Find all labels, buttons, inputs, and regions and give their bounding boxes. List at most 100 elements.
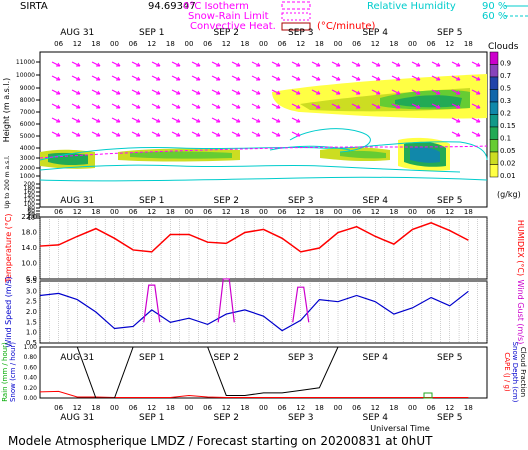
legend-rh-label: Relative Humidity xyxy=(367,1,456,12)
legend-convective: Convective Heat. xyxy=(190,21,276,32)
wind-arrow xyxy=(191,75,201,81)
hour-tick-label: 12 xyxy=(296,404,305,412)
hour-tick-label: 00 xyxy=(259,208,268,216)
hour-tick-label: 06 xyxy=(54,40,63,48)
hour-tick-label: 12 xyxy=(222,208,231,216)
wind-arrow-head xyxy=(96,104,101,109)
wind-arrow xyxy=(231,103,241,109)
cloud-colorbar: 0.9 0.7 0.5 0.3 0.2 0.15 0.1 0.05 0.02 0.01 xyxy=(489,51,516,180)
wind-arrow xyxy=(291,117,301,123)
temp-ytick-label: 10.0 xyxy=(21,260,37,268)
wind-arrow xyxy=(411,61,421,67)
cloud-panel xyxy=(39,51,488,208)
cloud-ytick-label: 4000 xyxy=(20,145,35,152)
hour-tick-label: 12 xyxy=(147,404,156,412)
wind-yticks: 3.5 3.0 2.5 2.0 1.5 1.0 0.5 xyxy=(26,277,37,347)
hour-tick-label: 18 xyxy=(315,40,324,48)
day-label: SEP 5 xyxy=(437,28,462,38)
wind-arrow-head xyxy=(256,62,261,67)
rain-line xyxy=(39,390,469,398)
wind-arrow-head xyxy=(196,76,201,81)
colorbar-tick-label: 0.3 xyxy=(500,97,511,105)
hour-tick-label: 06 xyxy=(54,208,63,216)
hour-tick-label: 06 xyxy=(278,404,287,412)
wind-arrow-head xyxy=(336,90,341,95)
wind-arrow-head xyxy=(116,62,121,67)
wind-arrow xyxy=(151,75,161,81)
wind-arrow xyxy=(151,61,161,67)
temperature-yticks: 22.0 18.0 14.0 10.0 6.0 xyxy=(21,213,37,283)
hour-tick-label: 18 xyxy=(91,40,100,48)
hour-tick-label: 06 xyxy=(427,208,436,216)
hour-tick-label: 06 xyxy=(203,208,212,216)
wind-arrow xyxy=(311,61,321,67)
wind-arrow-head xyxy=(96,132,101,137)
wind-ytick-label: 2.0 xyxy=(26,308,37,316)
cloud-ytick-label: 140 xyxy=(24,193,36,200)
wind-arrow xyxy=(71,131,81,137)
wind-arrow-head xyxy=(96,62,101,67)
wind-arrow-head xyxy=(76,90,81,95)
wind-arrow xyxy=(451,103,461,109)
day-label: SEP 4 xyxy=(363,28,389,38)
wind-arrow xyxy=(211,103,221,109)
temp-ylabel: Temperature (°C) xyxy=(4,213,13,283)
wind-ytick-label: 1.5 xyxy=(26,318,37,326)
wind-arrow xyxy=(71,75,81,81)
wind-arrow-head xyxy=(216,118,221,123)
temp-ytick-label: 18.0 xyxy=(21,229,37,237)
wind-arrow xyxy=(131,103,141,109)
wind-arrow-head xyxy=(196,104,201,109)
wind-arrow xyxy=(251,89,261,95)
colorbar-swatch xyxy=(489,151,499,165)
wind-arrows xyxy=(51,61,481,137)
hour-tick-label: 00 xyxy=(110,40,119,48)
wind-arrow-head xyxy=(196,62,201,67)
cloud-ytick-label: 9000 xyxy=(20,85,35,92)
cloud-ytick-label: 60 xyxy=(27,208,35,215)
wind-ytick-label: 1.0 xyxy=(26,329,37,337)
wind-arrow-head xyxy=(276,104,281,109)
wind-arrow-head xyxy=(356,62,361,67)
wind-arrow-head xyxy=(176,132,181,137)
wind-arrow xyxy=(71,89,81,95)
colorbar-tick-label: 0.05 xyxy=(500,147,516,155)
wind-arrow xyxy=(371,61,381,67)
hour-tick-label: 00 xyxy=(110,208,119,216)
cloud-ytick-label: 11000 xyxy=(16,59,35,66)
wind-arrow-head xyxy=(356,90,361,95)
wind-arrow xyxy=(331,103,341,109)
hour-tick-label: 12 xyxy=(371,40,380,48)
wind-arrow xyxy=(371,103,381,109)
wind-arrow xyxy=(271,103,281,109)
day-label: AUG 31 xyxy=(60,353,94,363)
wind-arrow-head xyxy=(276,76,281,81)
legend-snow-rain: Snow-Rain Limit xyxy=(188,11,269,22)
wind-arrow xyxy=(311,75,321,81)
cloud-ytick-label: 3000 xyxy=(20,155,35,162)
wind-arrow-head xyxy=(236,104,241,109)
wind-arrow xyxy=(271,131,281,137)
hour-tick-label: 00 xyxy=(110,404,119,412)
hour-tick-label: 00 xyxy=(408,40,417,48)
wind-arrow-head xyxy=(276,118,281,123)
hour-tick-label: 00 xyxy=(408,208,417,216)
wind-arrow xyxy=(51,103,61,109)
wind-arrow-head xyxy=(256,90,261,95)
wind-arrow-head xyxy=(156,62,161,67)
legend-snow-swatch xyxy=(281,12,311,21)
wind-arrow-head xyxy=(296,104,301,109)
colorbar-swatch xyxy=(489,126,499,140)
cloud-ytick-label: 40 xyxy=(27,211,35,218)
wind-arrow xyxy=(391,75,401,81)
rain-ylabel-right-3: Cloud Fraction xyxy=(519,347,527,397)
wind-arrow-head xyxy=(176,118,181,123)
wind-arrow-head xyxy=(316,62,321,67)
legend-left: 0°C Isotherm Snow-Rain Limit Convective … xyxy=(183,1,376,32)
wind-arrow xyxy=(471,61,481,67)
wind-arrow-head xyxy=(56,90,61,95)
wind-gust-line xyxy=(292,286,310,323)
wind-arrow xyxy=(51,61,61,67)
wind-arrow xyxy=(51,131,61,137)
wind-arrow xyxy=(131,75,141,81)
